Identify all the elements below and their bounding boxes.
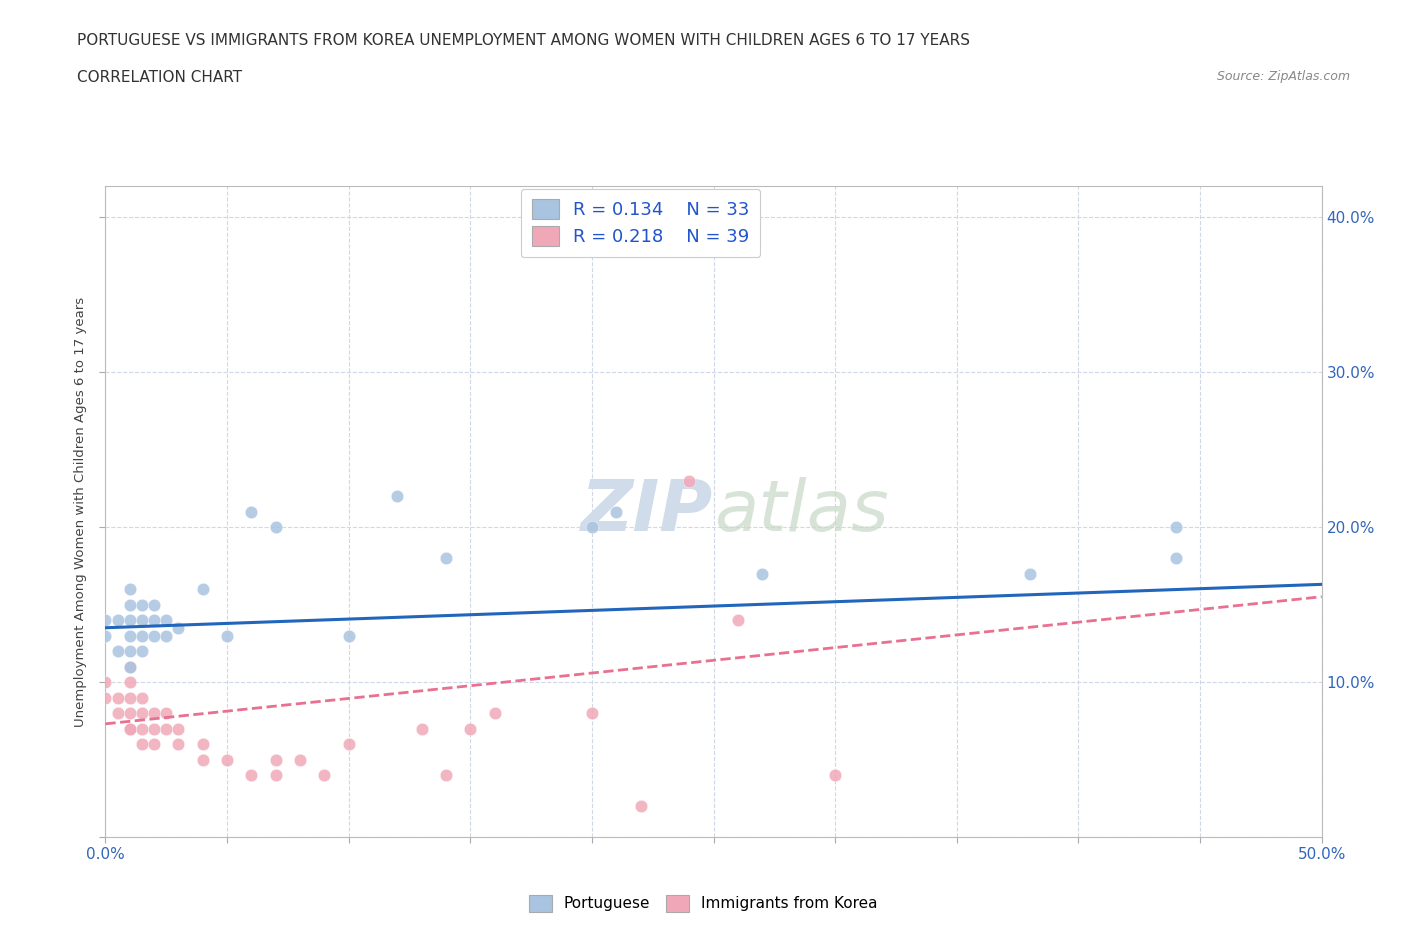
Point <box>581 520 603 535</box>
Point <box>155 628 177 643</box>
Point <box>727 613 749 628</box>
Point <box>191 581 214 596</box>
Point <box>264 520 287 535</box>
Point <box>131 613 153 628</box>
Point <box>240 767 263 782</box>
Point <box>143 597 166 612</box>
Point <box>191 737 214 751</box>
Point <box>107 644 129 658</box>
Point <box>240 504 263 519</box>
Point <box>118 613 141 628</box>
Point <box>167 721 190 736</box>
Point <box>118 706 141 721</box>
Point <box>143 721 166 736</box>
Point <box>143 706 166 721</box>
Point <box>107 690 129 705</box>
Text: CORRELATION CHART: CORRELATION CHART <box>77 70 242 85</box>
Point <box>131 706 153 721</box>
Point <box>314 767 336 782</box>
Point <box>630 799 652 814</box>
Point <box>458 721 481 736</box>
Legend: R = 0.134    N = 33, R = 0.218    N = 39: R = 0.134 N = 33, R = 0.218 N = 39 <box>520 189 761 258</box>
Point <box>118 721 141 736</box>
Point <box>337 737 360 751</box>
Point <box>824 767 846 782</box>
Point <box>678 473 700 488</box>
Point <box>581 706 603 721</box>
Point <box>751 566 773 581</box>
Point <box>94 690 117 705</box>
Point <box>167 737 190 751</box>
Point <box>387 488 409 503</box>
Text: atlas: atlas <box>713 477 889 546</box>
Point <box>118 597 141 612</box>
Point <box>118 721 141 736</box>
Point <box>605 504 627 519</box>
Point <box>264 752 287 767</box>
Point <box>107 706 129 721</box>
Point <box>434 767 457 782</box>
Point <box>143 628 166 643</box>
Point <box>191 752 214 767</box>
Point <box>484 706 506 721</box>
Point <box>143 737 166 751</box>
Point <box>217 628 239 643</box>
Point <box>131 721 153 736</box>
Point <box>167 620 190 635</box>
Point <box>155 706 177 721</box>
Text: Source: ZipAtlas.com: Source: ZipAtlas.com <box>1216 70 1350 83</box>
Text: PORTUGUESE VS IMMIGRANTS FROM KOREA UNEMPLOYMENT AMONG WOMEN WITH CHILDREN AGES : PORTUGUESE VS IMMIGRANTS FROM KOREA UNEM… <box>77 33 970 47</box>
Point <box>118 690 141 705</box>
Legend: Portuguese, Immigrants from Korea: Portuguese, Immigrants from Korea <box>523 889 883 918</box>
Point <box>155 721 177 736</box>
Point <box>118 659 141 674</box>
Point <box>131 597 153 612</box>
Point <box>288 752 311 767</box>
Point <box>1164 520 1187 535</box>
Point <box>94 613 117 628</box>
Point <box>131 644 153 658</box>
Point <box>94 628 117 643</box>
Point <box>118 628 141 643</box>
Point <box>217 752 239 767</box>
Point <box>94 674 117 689</box>
Point <box>1018 566 1040 581</box>
Y-axis label: Unemployment Among Women with Children Ages 6 to 17 years: Unemployment Among Women with Children A… <box>73 297 87 726</box>
Point <box>264 767 287 782</box>
Point <box>118 581 141 596</box>
Point <box>131 690 153 705</box>
Point <box>107 613 129 628</box>
Point <box>337 628 360 643</box>
Point <box>131 737 153 751</box>
Point <box>118 659 141 674</box>
Point <box>143 613 166 628</box>
Point <box>118 644 141 658</box>
Text: ZIP: ZIP <box>581 477 713 546</box>
Point <box>131 628 153 643</box>
Point <box>411 721 433 736</box>
Point <box>1164 551 1187 565</box>
Point <box>434 551 457 565</box>
Point <box>155 613 177 628</box>
Point <box>118 674 141 689</box>
